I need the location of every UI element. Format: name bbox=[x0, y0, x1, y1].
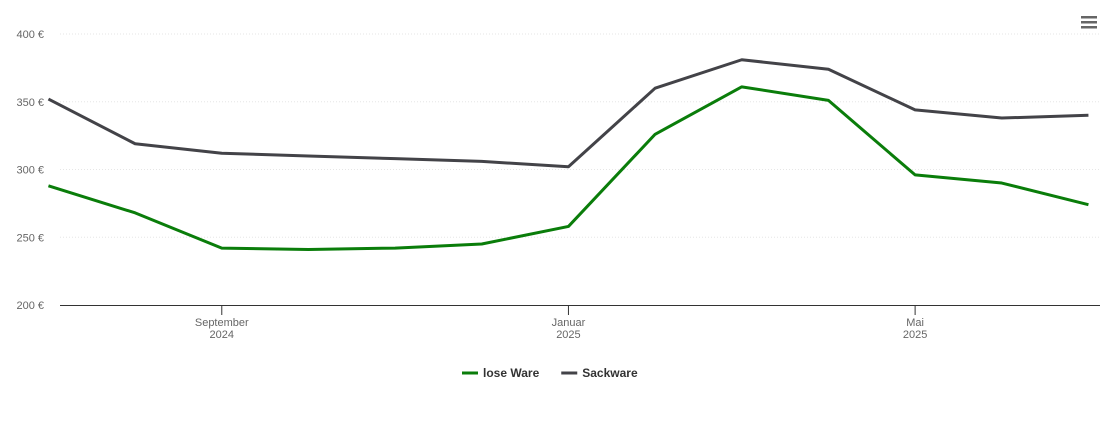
y-tick-label: 350 € bbox=[16, 97, 44, 109]
x-tick-label: September 2024 bbox=[195, 317, 249, 341]
legend-label: Sackware bbox=[582, 366, 638, 380]
menu-bar bbox=[1081, 21, 1097, 24]
series-line bbox=[47, 58, 1089, 169]
legend-item[interactable]: lose Ware bbox=[462, 366, 540, 380]
menu-bar bbox=[1081, 26, 1097, 29]
y-tick-label: 300 € bbox=[16, 165, 44, 177]
legend-label: lose Ware bbox=[483, 366, 540, 380]
y-tick-label: 200 € bbox=[16, 300, 44, 312]
series-line bbox=[47, 85, 1089, 251]
x-tick-label: Januar 2025 bbox=[552, 317, 586, 341]
y-tick-label: 250 € bbox=[16, 232, 44, 244]
y-tick-label: 400 € bbox=[16, 29, 44, 41]
menu-bar bbox=[1081, 16, 1097, 19]
menu-button[interactable] bbox=[1081, 16, 1097, 29]
legend-item[interactable]: Sackware bbox=[561, 366, 638, 380]
x-tick-label: Mai 2025 bbox=[903, 317, 927, 341]
